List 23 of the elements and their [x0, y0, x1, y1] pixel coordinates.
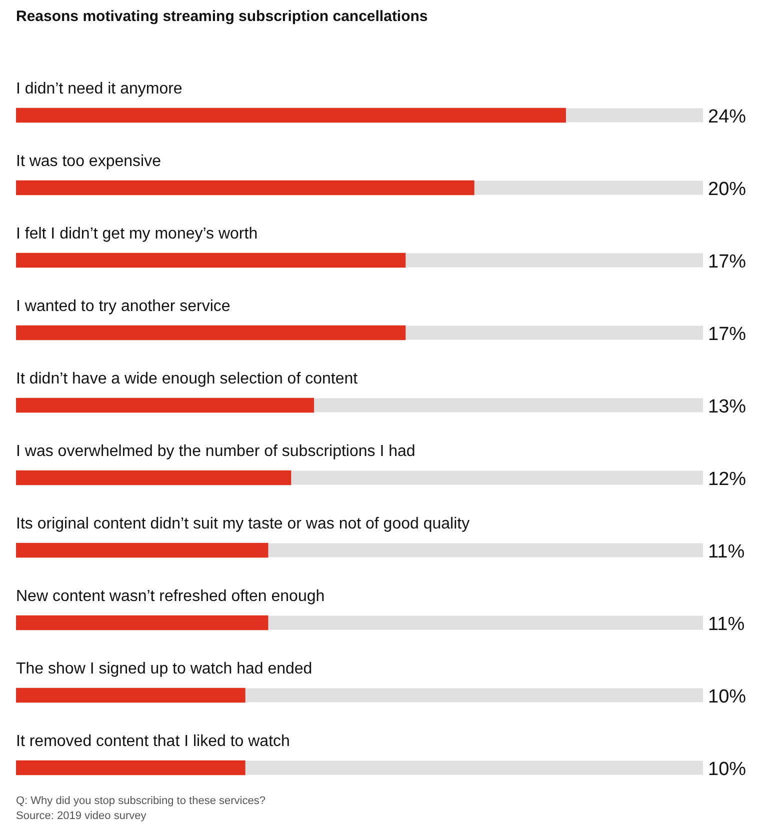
data-label: 11% — [708, 614, 745, 635]
y-tick-label: The show I signed up to watch had ended — [16, 660, 312, 678]
y-tick-label: It was too expensive — [16, 152, 162, 170]
y-tick-label: It removed content that I liked to watch — [16, 732, 290, 750]
data-label: 10% — [708, 686, 746, 708]
y-tick-label: I was overwhelmed by the number of subscriptions I had — [16, 442, 416, 460]
y-tick-label: Its original content didn’t suit my taste or was not of good quality — [16, 515, 470, 532]
data-label: 24% — [708, 106, 746, 128]
data-label: 20% — [708, 178, 746, 200]
data-label: 11% — [708, 541, 745, 562]
chart-title: Reasons motivating streaming subscription cancellations — [16, 8, 428, 25]
y-tick-label: It didn’t have a wide enough selection of content — [16, 370, 358, 388]
text: Q: Why did you stop subscribing to these services? — [16, 794, 266, 809]
y-tick-label: New content wasn’t refreshed often enough — [16, 588, 325, 605]
y-tick-label: I felt I didn’t get my money’s worth — [16, 225, 258, 242]
data-label: 17% — [708, 324, 746, 345]
data-label: 10% — [708, 758, 746, 780]
y-tick-label: I wanted to try another service — [16, 298, 230, 315]
data-label: 13% — [708, 396, 746, 418]
y-tick-label: I didn’t need it anymore — [16, 80, 182, 98]
data-label: 17% — [708, 251, 746, 272]
source-note: Source: 2019 video survey — [16, 809, 148, 824]
data-label: 12% — [708, 468, 746, 490]
